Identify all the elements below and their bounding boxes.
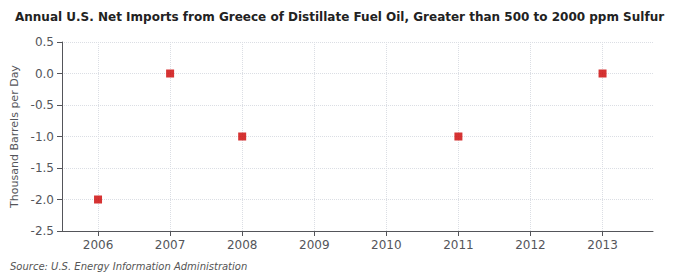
svg-text:-2.5: -2.5 xyxy=(31,224,54,238)
svg-text:0.0: 0.0 xyxy=(35,67,54,81)
svg-text:0.5: 0.5 xyxy=(35,35,54,49)
svg-text:-1.0: -1.0 xyxy=(31,130,54,144)
svg-text:-0.5: -0.5 xyxy=(31,98,54,112)
svg-text:2007: 2007 xyxy=(155,238,186,252)
svg-text:2008: 2008 xyxy=(227,238,258,252)
svg-text:2010: 2010 xyxy=(371,238,402,252)
svg-text:Thousand Barrels per Day: Thousand Barrels per Day xyxy=(8,65,21,209)
svg-text:Source: U.S. Energy Informatio: Source: U.S. Energy Information Administ… xyxy=(10,261,247,272)
svg-text:2011: 2011 xyxy=(443,238,474,252)
svg-text:2009: 2009 xyxy=(299,238,330,252)
svg-text:2013: 2013 xyxy=(587,238,618,252)
svg-text:-2.0: -2.0 xyxy=(31,193,54,207)
svg-text:2006: 2006 xyxy=(83,238,114,252)
svg-text:Annual U.S. Net Imports from G: Annual U.S. Net Imports from Greece of D… xyxy=(15,10,664,24)
svg-text:2012: 2012 xyxy=(515,238,546,252)
svg-text:-1.5: -1.5 xyxy=(31,161,54,175)
